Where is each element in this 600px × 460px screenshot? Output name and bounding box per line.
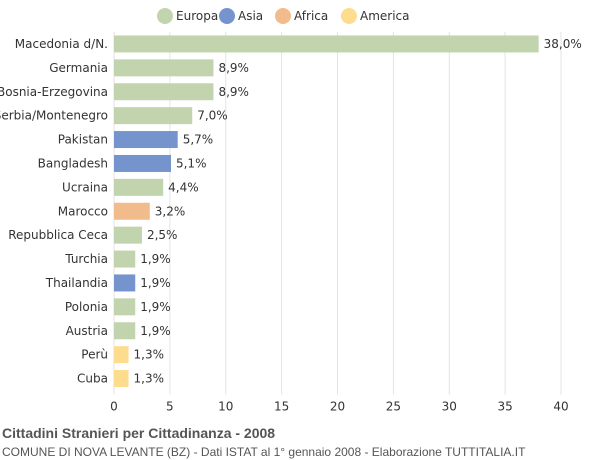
category-label: Polonia <box>65 300 108 314</box>
category-label: Perù <box>81 348 108 362</box>
category-label: Turchia <box>64 252 108 266</box>
bar-peru <box>114 346 129 364</box>
value-label: 1,9% <box>140 300 171 314</box>
bar-repubblica-ceca <box>114 226 142 244</box>
bar-bosnia-erzegovina <box>114 83 214 101</box>
bar-cuba <box>114 370 129 388</box>
value-label: 5,7% <box>183 133 214 147</box>
x-axis-ticks: 0 5 10 15 20 25 30 35 40 <box>110 400 568 414</box>
value-label: 1,3% <box>134 372 165 386</box>
category-label: Bangladesh <box>38 156 108 170</box>
value-label: 8,9% <box>218 61 249 75</box>
value-label: 7,0% <box>197 109 228 123</box>
x-tick-label: 35 <box>497 400 512 414</box>
x-tick-label: 10 <box>218 400 233 414</box>
category-label: Serbia/Montenegro <box>0 109 108 123</box>
category-label: Germania <box>49 61 108 75</box>
value-label: 38,0% <box>544 37 582 51</box>
category-labels: Macedonia d/N. Germania Bosnia-Erzegovina S… <box>0 37 108 386</box>
value-label: 8,9% <box>218 85 249 99</box>
legend-swatch-africa <box>275 8 291 24</box>
legend-swatch-europa <box>157 8 173 24</box>
value-label: 1,3% <box>134 348 165 362</box>
legend-label-europa: Europa <box>176 9 218 23</box>
legend-label-asia: Asia <box>238 9 263 23</box>
x-tick-label: 0 <box>110 400 118 414</box>
value-label: 1,9% <box>140 324 171 338</box>
legend-label-africa: Africa <box>294 9 328 23</box>
bar-pakistan <box>114 131 178 149</box>
category-label: Bosnia-Erzegovina <box>0 85 108 99</box>
x-tick-label: 20 <box>330 400 345 414</box>
chart-title: Cittadini Stranieri per Cittadinanza - 2… <box>2 425 276 441</box>
category-label: Pakistan <box>58 133 108 147</box>
value-label: 3,2% <box>155 204 186 218</box>
legend-label-america: America <box>360 9 410 23</box>
x-tick-label: 15 <box>274 400 289 414</box>
x-tick-label: 40 <box>553 400 568 414</box>
bar-chart: Europa Asia Africa America Macedonia d/N. Ge… <box>0 8 582 414</box>
value-label: 1,9% <box>140 252 171 266</box>
value-labels: 38,0% 8,9% 8,9% 7,0% 5,7% 5,1% 4,4% 3,2% 2,5% 1,9… <box>134 37 582 386</box>
bar-marocco <box>114 202 150 220</box>
bar-bangladesh <box>114 154 171 172</box>
bar-austria <box>114 322 136 340</box>
category-label: Repubblica Ceca <box>8 228 108 242</box>
category-label: Austria <box>66 324 108 338</box>
x-tick-label: 5 <box>166 400 174 414</box>
legend-swatch-america <box>341 8 357 24</box>
bar-macedonia-d-n <box>114 35 539 53</box>
value-label: 5,1% <box>176 156 207 170</box>
x-tick-label: 30 <box>442 400 457 414</box>
category-label: Macedonia d/N. <box>15 37 108 51</box>
chart-source: COMUNE DI NOVA LEVANTE (BZ) - Dati ISTAT… <box>2 445 526 459</box>
bar-polonia <box>114 298 136 316</box>
value-label: 1,9% <box>140 276 171 290</box>
x-tick-label: 25 <box>386 400 401 414</box>
category-label: Marocco <box>58 204 108 218</box>
category-label: Cuba <box>77 372 108 386</box>
value-label: 2,5% <box>147 228 178 242</box>
value-label: 4,4% <box>168 180 199 194</box>
bar-ucraina <box>114 178 164 196</box>
bar-thailandia <box>114 274 136 292</box>
bar-turchia <box>114 250 136 268</box>
category-label: Ucraina <box>62 180 108 194</box>
chart-legend: Europa Asia Africa America <box>157 8 410 24</box>
bar-germania <box>114 59 214 77</box>
category-label: Thailandia <box>45 276 108 290</box>
bar-serbia-montenegro <box>114 107 193 125</box>
legend-swatch-asia <box>219 8 235 24</box>
chart-bars <box>114 35 539 388</box>
